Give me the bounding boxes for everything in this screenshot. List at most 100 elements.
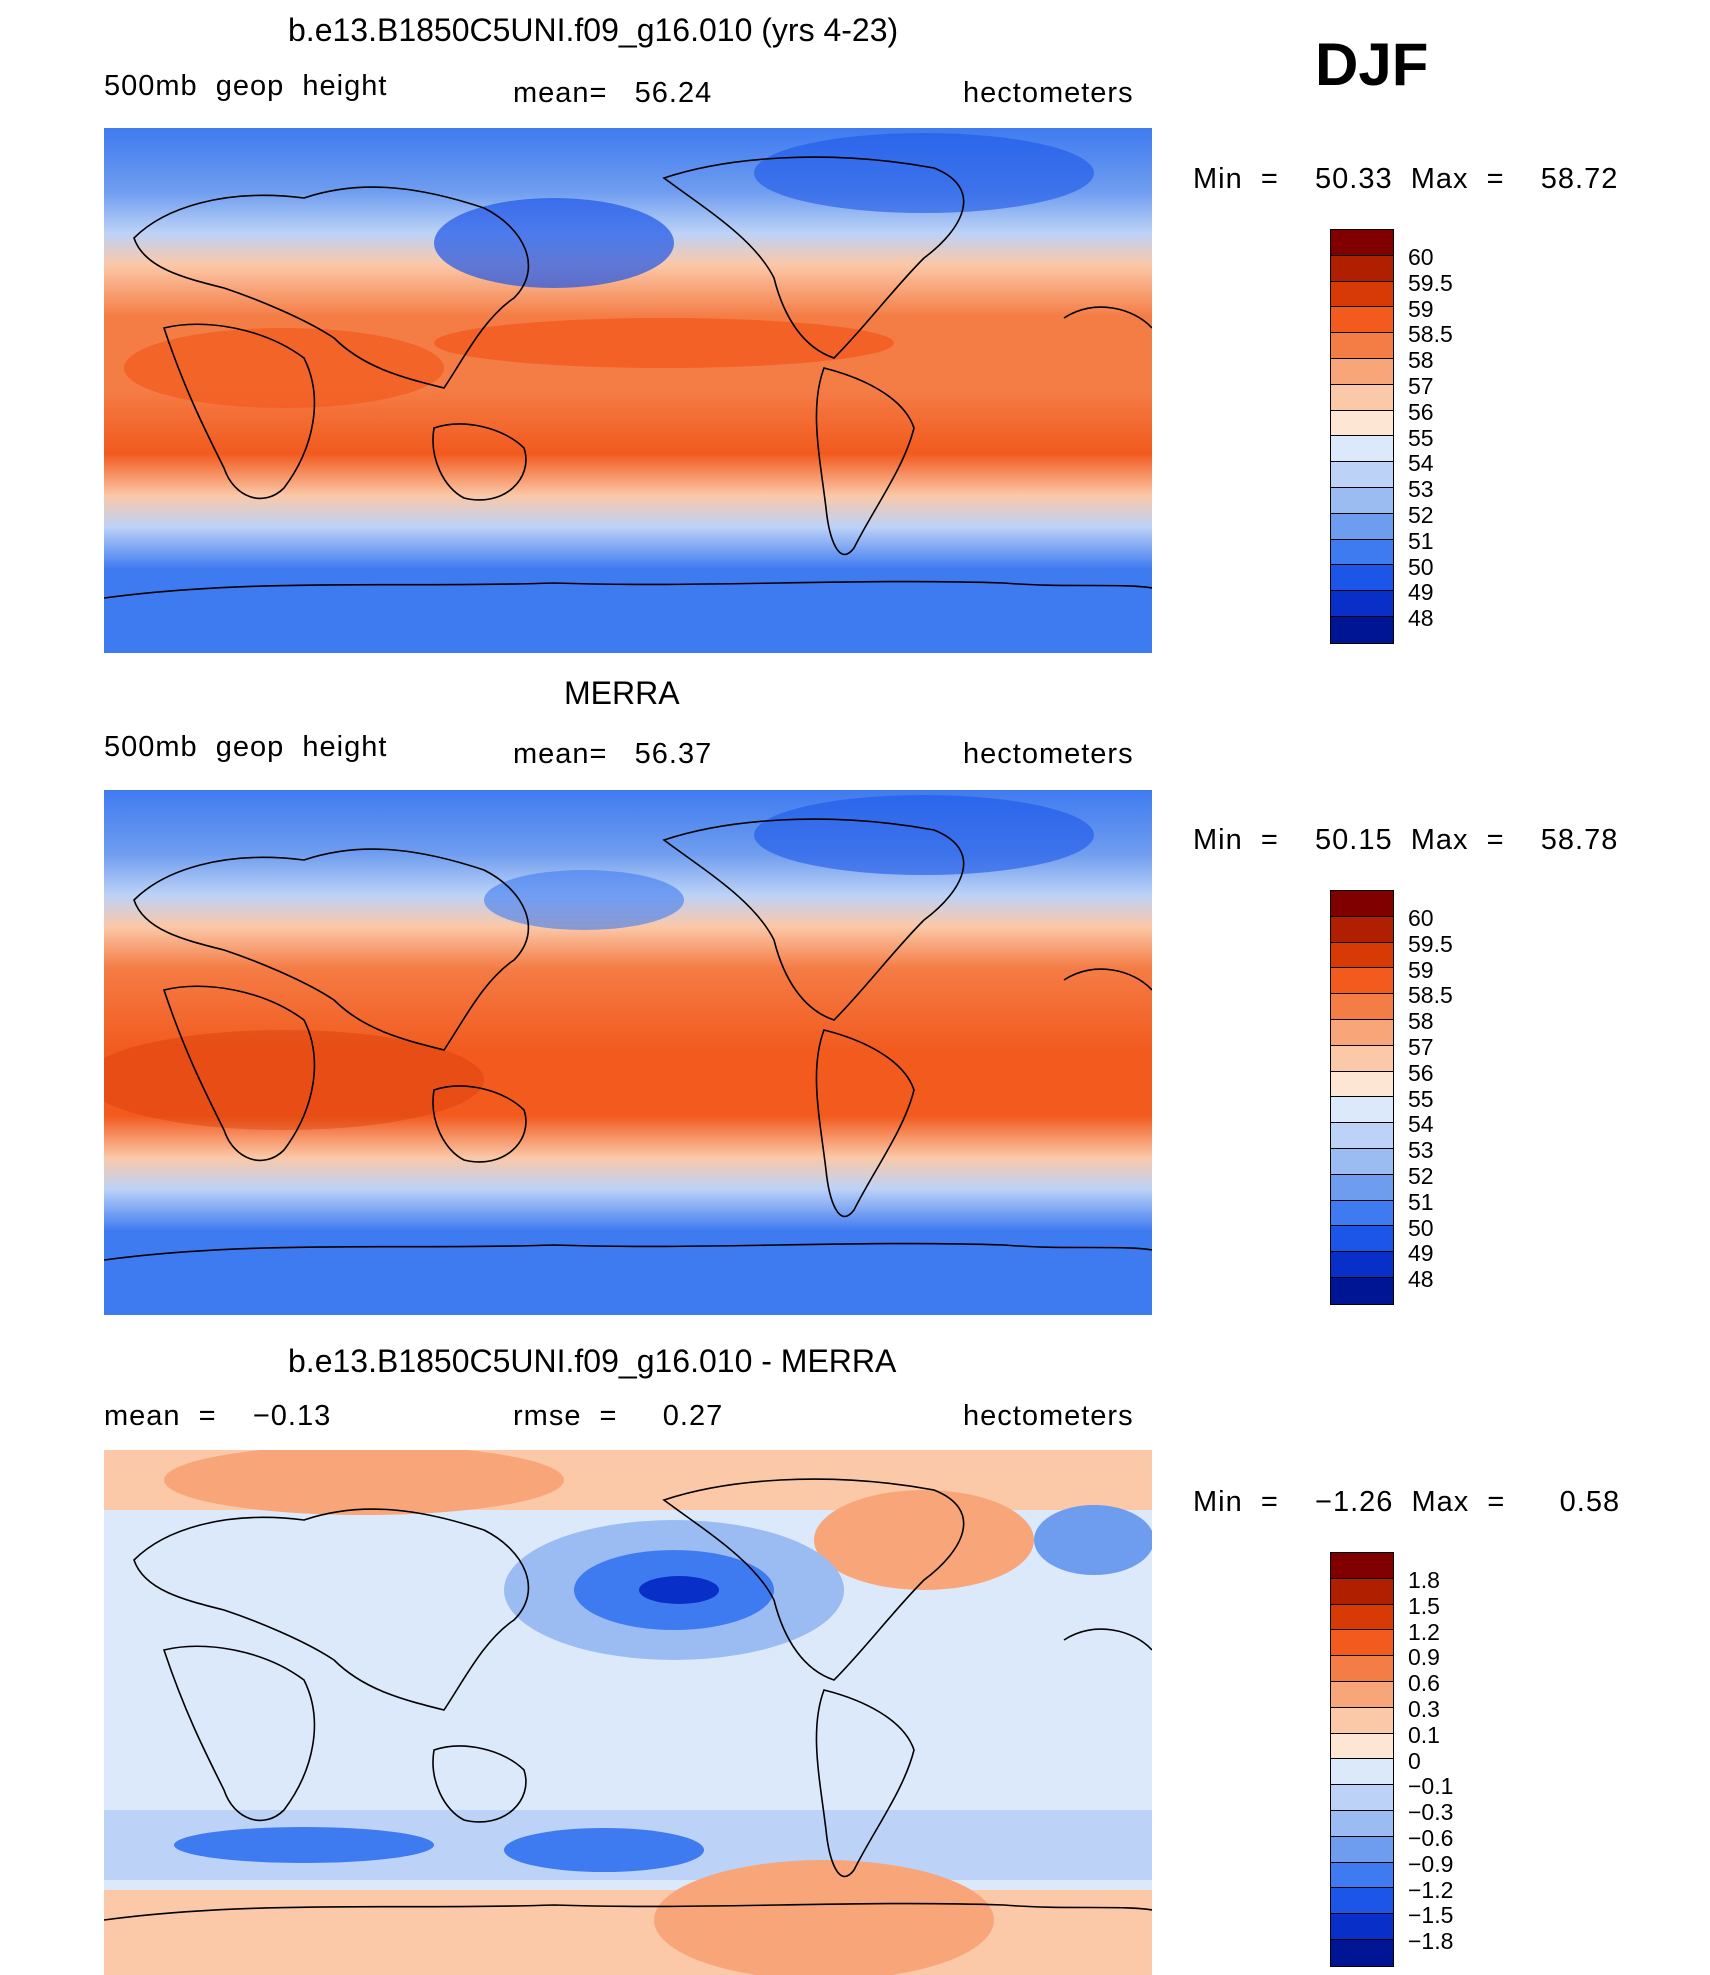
colorbar-tick-label: 1.5	[1408, 1592, 1440, 1619]
colorbar-swatch	[1331, 916, 1393, 943]
colorbar-swatch	[1331, 1097, 1393, 1124]
colorbar-tick-label: 54	[1408, 1111, 1434, 1138]
colorbar-swatch	[1331, 1707, 1393, 1734]
colorbar-tick-label: 48	[1408, 1266, 1434, 1293]
colorbar-tick-label: 57	[1408, 1033, 1434, 1060]
colorbar-tick-label: 55	[1408, 424, 1434, 451]
panel-3-colorbar-ticks: 1.8 1.5 1.2 0.9 0.6 0.3 0.1 0 −0.1 −0.3 −0.6 −0.9 −1…	[1408, 1569, 1453, 1956]
panel-2-variable-label: 500mb geop height	[104, 731, 388, 763]
colorbar-swatch	[1331, 1939, 1393, 1966]
colorbar-tick-label: 53	[1408, 476, 1434, 503]
colorbar-tick-label: 48	[1408, 605, 1434, 632]
colorbar-tick-label: 49	[1408, 1240, 1434, 1267]
panel-1-variable-label: 500mb geop height	[104, 70, 388, 102]
colorbar-tick-label: 59.5	[1408, 269, 1453, 296]
panel-3-high-region	[164, 1450, 564, 1515]
colorbar-swatch	[1331, 1604, 1393, 1631]
colorbar-swatch	[1331, 1733, 1393, 1760]
colorbar-swatch	[1331, 539, 1393, 566]
colorbar-swatch	[1331, 1174, 1393, 1201]
panel-2-mean-label: mean= 56.37	[513, 738, 713, 770]
colorbar-tick-label: 1.2	[1408, 1618, 1440, 1645]
panel-2-low-region	[754, 795, 1094, 875]
colorbar-swatch	[1331, 513, 1393, 540]
colorbar-swatch	[1331, 994, 1393, 1020]
colorbar-swatch	[1331, 1553, 1393, 1579]
colorbar-swatch	[1331, 384, 1393, 411]
colorbar-swatch	[1331, 1019, 1393, 1046]
colorbar-tick-label: −1.8	[1408, 1928, 1454, 1955]
colorbar-tick-label: 56	[1408, 398, 1434, 425]
panel-1-colorbar	[1330, 229, 1394, 644]
colorbar-tick-label: 53	[1408, 1137, 1434, 1164]
colorbar-swatch	[1331, 436, 1393, 463]
colorbar-tick-label: 52	[1408, 501, 1434, 528]
colorbar-swatch	[1331, 942, 1393, 969]
colorbar-tick-label: 58.5	[1408, 982, 1453, 1009]
colorbar-tick-label: 58	[1408, 1008, 1434, 1035]
panel-1-low-region-2	[754, 133, 1094, 213]
colorbar-swatch	[1331, 1200, 1393, 1227]
panel-2-low-region-2	[484, 870, 684, 930]
colorbar-tick-label: 50	[1408, 1214, 1434, 1241]
panel-3-low-region-4	[504, 1828, 704, 1872]
colorbar-swatch	[1331, 968, 1393, 995]
colorbar-tick-label: 60	[1408, 244, 1434, 270]
season-label: DJF	[1315, 31, 1429, 98]
panel-3-high-region-3	[654, 1860, 994, 1975]
colorbar-tick-label: 0.3	[1408, 1695, 1440, 1722]
panel-3-units-label: hectometers	[963, 1400, 1134, 1432]
panel-2-map	[104, 790, 1152, 1315]
colorbar-tick-label: 52	[1408, 1162, 1434, 1189]
colorbar-swatch	[1331, 1914, 1393, 1940]
colorbar-tick-label: 0.9	[1408, 1644, 1440, 1671]
colorbar-tick-label: 60	[1408, 905, 1434, 931]
colorbar-swatch	[1331, 1630, 1393, 1657]
colorbar-swatch	[1331, 410, 1393, 437]
colorbar-swatch	[1331, 591, 1393, 617]
panel-2-colorbar	[1330, 890, 1394, 1305]
colorbar-swatch	[1331, 1252, 1393, 1278]
colorbar-tick-label: 51	[1408, 1188, 1434, 1215]
panel-3-minmax: Min = −1.26 Max = 0.58	[1193, 1486, 1621, 1518]
panel-3-title: b.e13.B1850C5UNI.f09_g16.010 - MERRA	[288, 1343, 897, 1379]
panel-3-south-positive	[104, 1890, 1152, 1975]
panel-3-low-region-3	[174, 1827, 434, 1863]
colorbar-swatch	[1331, 255, 1393, 282]
panel-1-mean-label: mean= 56.24	[513, 77, 713, 109]
panel-2-coastlines	[104, 818, 1152, 1261]
colorbar-swatch	[1331, 487, 1393, 514]
colorbar-tick-label: 59	[1408, 295, 1434, 322]
panel-1-minmax: Min = 50.33 Max = 58.72	[1193, 163, 1619, 195]
panel-2-units-label: hectometers	[963, 738, 1134, 770]
panel-3-low-core	[639, 1576, 719, 1604]
colorbar-swatch	[1331, 1681, 1393, 1708]
colorbar-tick-label: −1.5	[1408, 1902, 1454, 1929]
panel-2-high-region	[104, 1030, 484, 1130]
colorbar-tick-label: −0.6	[1408, 1824, 1454, 1851]
panel-3-high-region-2	[814, 1490, 1034, 1590]
colorbar-swatch	[1331, 565, 1393, 592]
colorbar-tick-label: 51	[1408, 527, 1434, 554]
colorbar-swatch	[1331, 1045, 1393, 1072]
colorbar-swatch	[1331, 1148, 1393, 1175]
colorbar-swatch	[1331, 1810, 1393, 1837]
colorbar-tick-label: −0.1	[1408, 1773, 1454, 1800]
colorbar-swatch	[1331, 1836, 1393, 1863]
colorbar-swatch	[1331, 1888, 1393, 1915]
panel-1-high-region-2	[124, 328, 444, 408]
colorbar-tick-label: −0.9	[1408, 1850, 1454, 1877]
colorbar-swatch	[1331, 1656, 1393, 1682]
colorbar-tick-label: 54	[1408, 450, 1434, 477]
colorbar-tick-label: 0.6	[1408, 1670, 1440, 1697]
colorbar-swatch	[1331, 1277, 1393, 1304]
colorbar-tick-label: 57	[1408, 372, 1434, 399]
colorbar-swatch	[1331, 230, 1393, 256]
panel-2-minmax: Min = 50.15 Max = 58.78	[1193, 824, 1619, 856]
panel-1-map	[104, 128, 1152, 653]
panel-3-mean-label: mean = −0.13	[104, 1400, 332, 1432]
colorbar-tick-label: −0.3	[1408, 1799, 1454, 1826]
colorbar-tick-label: 55	[1408, 1085, 1434, 1112]
colorbar-tick-label: 0.1	[1408, 1721, 1440, 1748]
colorbar-tick-label: 59.5	[1408, 930, 1453, 957]
